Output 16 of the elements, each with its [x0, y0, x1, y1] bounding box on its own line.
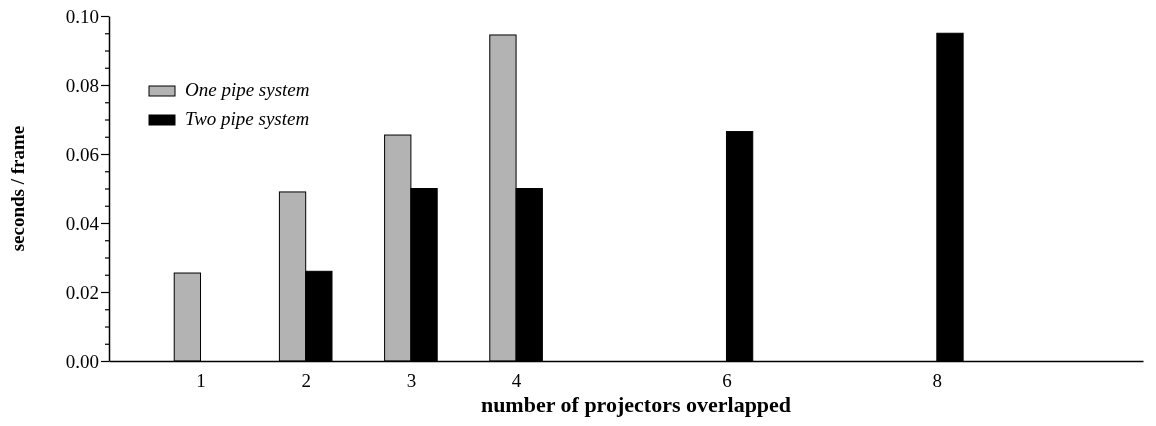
x-tick-label: 1 — [196, 369, 206, 391]
legend-label: One pipe system — [185, 79, 310, 100]
y-tick-label: 0.08 — [65, 74, 99, 96]
y-tick-label: 0.04 — [65, 212, 100, 234]
x-tick-label: 6 — [722, 369, 732, 391]
y-tick-label: 0.02 — [65, 281, 99, 303]
x-tick-label: 4 — [511, 369, 522, 391]
y-tick-label: 0.00 — [65, 350, 99, 372]
x-tick-label: 8 — [932, 369, 943, 391]
legend-label: Two pipe system — [185, 108, 310, 129]
x-tick-label: 2 — [301, 369, 311, 391]
x-tick-label: 3 — [406, 369, 417, 391]
y-tick-label: 0.10 — [65, 5, 99, 27]
y-tick-label: 0.06 — [65, 143, 99, 165]
x-axis-title: number of projectors overlapped — [480, 392, 792, 417]
y-axis-title: seconds / frame — [7, 125, 28, 252]
